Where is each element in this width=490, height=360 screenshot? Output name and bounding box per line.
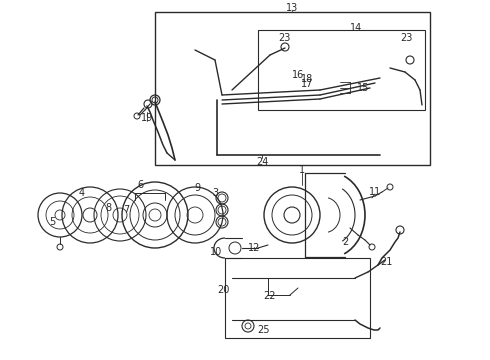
Text: 6: 6 — [137, 180, 143, 190]
Text: 14: 14 — [350, 23, 362, 33]
Text: 21: 21 — [380, 257, 392, 267]
Text: 1: 1 — [299, 165, 305, 175]
Text: 5: 5 — [49, 217, 55, 227]
Text: 19: 19 — [141, 113, 153, 123]
Text: 25: 25 — [257, 325, 269, 335]
Text: 7: 7 — [123, 205, 129, 215]
Text: 12: 12 — [248, 243, 260, 253]
Text: 18: 18 — [301, 74, 313, 84]
Bar — [155, 12, 430, 165]
Text: 23: 23 — [400, 33, 412, 43]
Text: 22: 22 — [263, 291, 275, 301]
Bar — [225, 258, 370, 338]
Text: 20: 20 — [217, 285, 229, 295]
Text: 3: 3 — [212, 188, 218, 198]
Text: 2: 2 — [342, 237, 348, 247]
Text: 9: 9 — [194, 183, 200, 193]
Text: 16: 16 — [292, 70, 304, 80]
Text: 24: 24 — [256, 157, 268, 167]
Text: 13: 13 — [286, 3, 298, 13]
Text: 10: 10 — [210, 247, 222, 257]
Text: 15: 15 — [357, 83, 369, 93]
Text: 11: 11 — [369, 187, 381, 197]
Text: 23: 23 — [278, 33, 290, 43]
Text: 8: 8 — [105, 203, 111, 213]
Text: 4: 4 — [79, 188, 85, 198]
Text: 17: 17 — [301, 79, 313, 89]
Bar — [258, 30, 425, 110]
